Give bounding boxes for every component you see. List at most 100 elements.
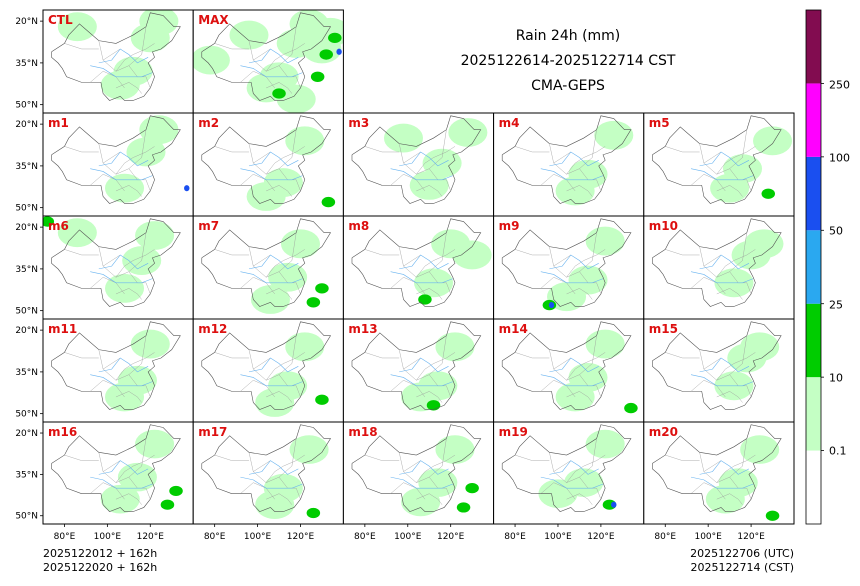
country-boundary	[51, 218, 181, 307]
country-boundary	[51, 321, 181, 410]
province-boundary	[390, 277, 426, 295]
province-boundary	[266, 82, 293, 94]
rain-area-heavy	[336, 48, 342, 55]
map-panel: m11	[42, 318, 194, 423]
province-boundary	[733, 352, 756, 364]
river-line	[540, 374, 604, 387]
panel-label: m1	[48, 116, 69, 130]
province-boundary	[540, 174, 576, 192]
province-boundary	[64, 43, 99, 50]
province-boundary	[265, 465, 284, 483]
province-boundary	[514, 249, 550, 256]
rain-area-light	[435, 332, 475, 362]
province-boundary	[90, 71, 125, 89]
province-boundary	[549, 232, 597, 278]
province-boundary	[283, 352, 305, 364]
lat-tick-label: 20°N	[15, 120, 38, 130]
rain-area-light	[229, 20, 269, 50]
panel-frame	[643, 421, 795, 525]
river-line	[549, 151, 599, 167]
river-line	[690, 168, 754, 181]
map-panel: m14	[493, 318, 645, 423]
rain-area-light	[383, 123, 424, 153]
river-line	[240, 476, 303, 489]
river-line	[690, 476, 754, 489]
lat-tick-label: 50°N	[15, 101, 38, 111]
panel-label: m11	[48, 322, 77, 336]
river-line	[90, 65, 153, 78]
province-boundary	[583, 249, 606, 261]
rain-area-light	[435, 435, 475, 464]
river-line	[90, 168, 153, 181]
country-boundary	[201, 321, 332, 410]
province-boundary	[699, 129, 747, 175]
province-boundary	[416, 260, 434, 278]
province-boundary	[253, 151, 271, 164]
rain-area-light	[448, 118, 488, 147]
map-panel: m6	[42, 215, 194, 320]
lat-tick-label: 35°N	[15, 470, 38, 480]
map-panel: m10	[643, 215, 795, 320]
province-boundary	[699, 438, 747, 483]
province-boundary	[716, 157, 735, 175]
map-panel: m3	[342, 112, 495, 217]
province-boundary	[98, 232, 147, 278]
country-boundary	[501, 218, 632, 307]
rain-area-moderate	[306, 297, 321, 308]
province-boundary	[283, 249, 305, 261]
country-boundary	[652, 321, 782, 410]
river-line	[240, 65, 303, 78]
chart-title-period: 2025122614-2025122714 CST	[460, 53, 676, 69]
province-boundary	[665, 352, 700, 359]
country-boundary	[51, 424, 181, 512]
colorbar-frame	[805, 9, 822, 525]
map-panel: m19	[493, 421, 645, 525]
map-panel: m13	[342, 318, 495, 423]
province-boundary	[690, 482, 726, 500]
river-line	[390, 476, 453, 489]
river-line	[90, 476, 153, 489]
province-boundary	[403, 460, 421, 472]
lon-tick-label: 80°E	[654, 532, 676, 542]
rain-area-light	[276, 84, 316, 113]
country-boundary	[201, 115, 332, 204]
province-boundary	[733, 146, 756, 158]
province-boundary	[253, 254, 271, 267]
river-line	[240, 374, 303, 387]
province-boundary	[398, 438, 447, 483]
country-boundary	[351, 115, 482, 204]
province-boundary	[716, 493, 743, 505]
province-boundary	[553, 254, 571, 267]
river-line	[690, 271, 754, 284]
province-boundary	[265, 157, 284, 175]
country-boundary	[351, 218, 482, 307]
rain-area-light	[585, 226, 625, 256]
rain-area-heavy	[548, 301, 555, 309]
chart-title-variable: Rain 24h (mm)	[515, 28, 621, 44]
province-boundary	[90, 174, 125, 192]
province-boundary	[214, 146, 249, 153]
province-boundary	[566, 157, 584, 175]
rain-area-light	[268, 262, 308, 292]
province-boundary	[266, 493, 293, 505]
lon-tick-label: 120°E	[287, 532, 315, 542]
province-boundary	[248, 232, 297, 278]
panel-label: m8	[348, 219, 369, 233]
province-boundary	[133, 249, 155, 261]
province-boundary	[433, 249, 456, 261]
province-boundary	[566, 465, 584, 483]
river-line	[540, 168, 604, 181]
province-boundary	[416, 288, 443, 300]
province-boundary	[665, 249, 700, 256]
river-line	[248, 357, 299, 373]
map-panel: m5	[643, 112, 795, 217]
province-boundary	[248, 335, 297, 381]
province-boundary	[283, 43, 305, 55]
panel-label: m9	[499, 219, 520, 233]
map-panel: m4	[493, 112, 645, 217]
province-boundary	[102, 357, 121, 370]
river-line	[240, 168, 303, 181]
rain-area-moderate	[418, 294, 432, 305]
province-boundary	[665, 146, 700, 153]
